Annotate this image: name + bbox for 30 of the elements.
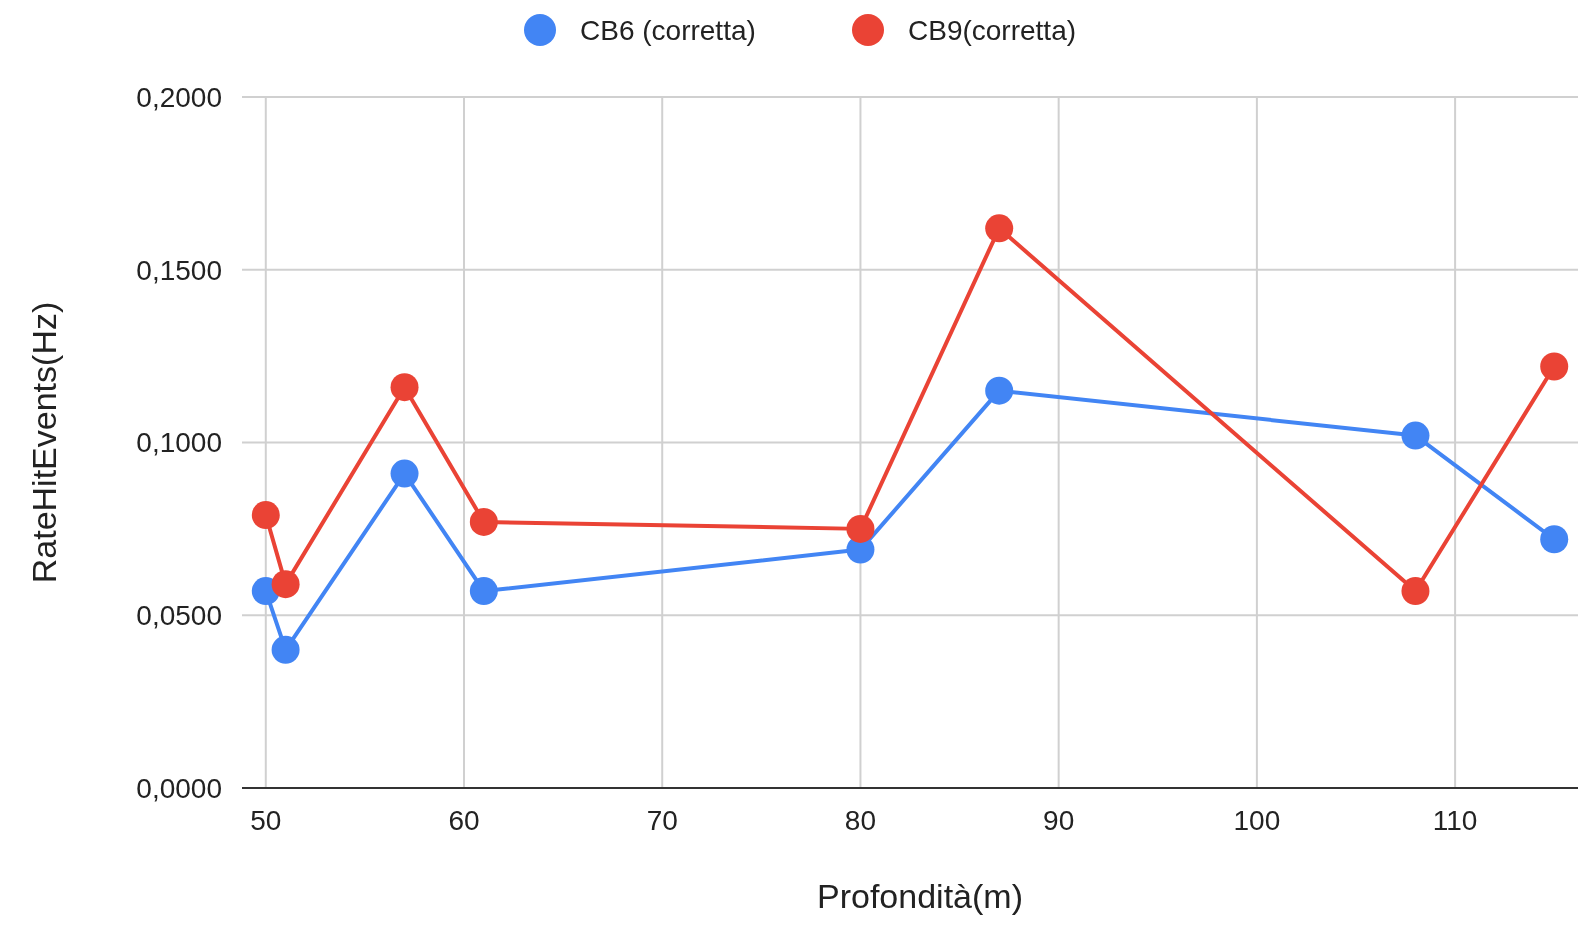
point: [469, 507, 498, 536]
y-tick-label: 0,1000: [136, 427, 222, 459]
point: [1540, 525, 1569, 554]
y-tick-label: 0,2000: [136, 81, 222, 113]
x-tick-label: 60: [448, 805, 480, 836]
point: [251, 501, 280, 530]
point: [271, 635, 300, 664]
point: [390, 459, 419, 488]
x-tick-label: 80: [844, 805, 877, 836]
x-tick-label: 50: [250, 805, 282, 836]
point: [846, 514, 875, 543]
x-axis-title: Profondità(m): [817, 877, 1023, 915]
x-tick-label: 110: [1432, 805, 1478, 836]
point: [985, 376, 1014, 405]
point: [469, 577, 498, 606]
y-tick-label: 0,0500: [136, 600, 222, 632]
point: [271, 570, 300, 599]
y-tick-label: 0,1500: [136, 254, 222, 286]
x-tick-label: 100: [1233, 805, 1281, 836]
point: [1540, 352, 1569, 381]
point: [1401, 577, 1430, 606]
legend-label: CB6 (corretta): [580, 14, 756, 46]
y-tick-label: 0,0000: [136, 772, 222, 804]
point: [1401, 421, 1430, 450]
x-tick-label: 70: [646, 805, 678, 836]
legend-label: CB9(corretta): [908, 14, 1077, 46]
point: [985, 214, 1014, 243]
point: [390, 373, 419, 402]
x-tick-label: 90: [1043, 805, 1075, 836]
y-axis-title: RateHitEvents(Hz): [25, 301, 63, 584]
